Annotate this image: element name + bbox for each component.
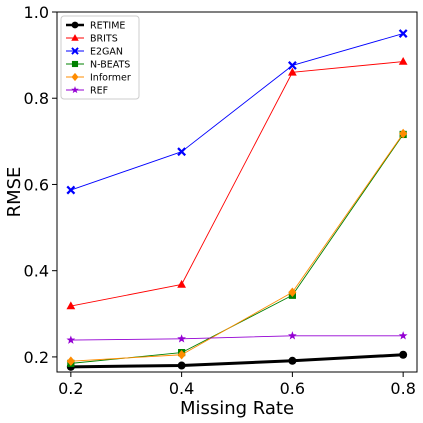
legend-item-informer: Informer <box>66 73 131 84</box>
y-tick-label: 0.4 <box>24 262 49 281</box>
legend-label: E2GAN <box>90 47 123 58</box>
data-point-ref <box>66 335 76 344</box>
legend-marker <box>71 60 79 68</box>
y-axis-label: RMSE <box>4 167 25 218</box>
legend-label: N-BEATS <box>90 60 130 71</box>
x-tick-label: 0.8 <box>390 379 415 398</box>
y-axis: 0.2 0.4 0.6 0.8 1.0 <box>24 3 57 367</box>
legend-marker <box>71 47 79 55</box>
series-layer <box>66 29 408 371</box>
series-informer <box>66 128 408 367</box>
legend-item-ref: REF <box>66 86 108 97</box>
legend-item-retime: RETIME <box>66 21 125 32</box>
series-line-brits <box>70 61 404 307</box>
series-line-ref <box>70 335 404 341</box>
legend-marker <box>71 86 79 94</box>
series-line-retime <box>70 353 404 369</box>
series-line-e2gan <box>70 33 404 191</box>
data-point-brits <box>288 67 297 76</box>
data-point-ref <box>177 334 186 343</box>
series-line-informer <box>70 133 404 362</box>
legend-marker <box>71 21 79 29</box>
legend: RETIME BRITS E2GAN N-BEATS Informer REF <box>60 15 140 100</box>
legend-item-n-beats: N-BEATS <box>66 60 130 71</box>
data-point-retime <box>399 350 408 359</box>
legend-label: REF <box>90 86 108 97</box>
data-point-brits <box>398 56 408 65</box>
legend-item-brits: BRITS <box>66 34 118 45</box>
legend-marker <box>71 72 79 82</box>
x-axis-label: Missing Rate <box>180 398 294 419</box>
y-tick-label: 0.8 <box>24 89 49 108</box>
data-point-informer <box>177 349 186 360</box>
x-tick-label: 0.4 <box>169 379 194 398</box>
data-point-ref <box>398 331 408 340</box>
legend-label: BRITS <box>90 34 118 45</box>
plot-frame <box>56 11 418 373</box>
legend-item-e2gan: E2GAN <box>66 47 123 58</box>
series-ref <box>66 331 408 344</box>
y-tick-label: 0.6 <box>24 175 49 194</box>
data-point-ref <box>288 331 297 340</box>
data-point-e2gan <box>177 147 187 157</box>
legend-box <box>60 15 140 100</box>
data-point-informer <box>399 128 408 139</box>
y-tick-label: 1.0 <box>24 3 49 22</box>
x-tick-label: 0.2 <box>58 379 83 398</box>
data-point-e2gan <box>287 61 297 70</box>
x-axis: 0.2 0.4 0.6 0.8 <box>58 372 416 398</box>
data-point-informer <box>66 356 75 367</box>
series-brits <box>66 56 408 310</box>
y-tick-label: 0.2 <box>24 348 49 367</box>
data-point-retime <box>177 361 186 370</box>
legend-label: Informer <box>90 73 131 84</box>
series-e2gan <box>66 29 408 195</box>
x-tick-label: 0.6 <box>280 379 305 398</box>
legend-label: RETIME <box>90 21 125 32</box>
data-point-brits <box>66 301 76 310</box>
data-point-e2gan <box>66 185 76 195</box>
data-point-retime <box>288 356 297 365</box>
data-point-brits <box>177 279 186 288</box>
data-point-informer <box>288 287 297 298</box>
data-point-e2gan <box>398 29 408 38</box>
legend-marker <box>71 34 79 41</box>
